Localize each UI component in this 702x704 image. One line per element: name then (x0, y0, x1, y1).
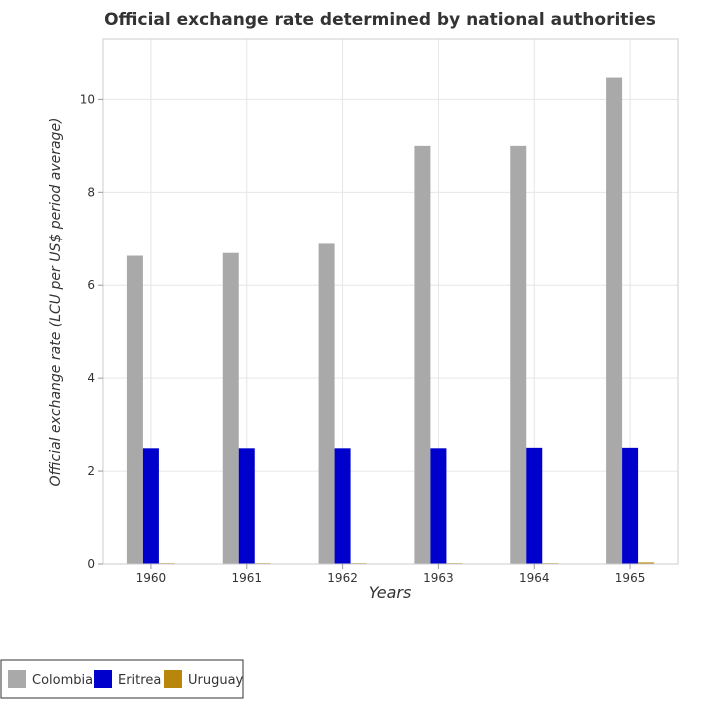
y-tick-label: 8 (87, 185, 95, 199)
bar-eritrea-1964 (526, 447, 543, 564)
legend: Colombia Eritrea Uruguay (0, 659, 244, 699)
x-tick-label: 1965 (615, 571, 646, 585)
bar-colombia-1964 (510, 145, 527, 565)
bar-eritrea-1963 (430, 448, 447, 564)
y-tick-label: 2 (87, 464, 95, 478)
x-tick-label: 1963 (423, 571, 454, 585)
x-tick-label: 1964 (519, 571, 550, 585)
x-tick-label: 1962 (327, 571, 358, 585)
bar-colombia-1960 (126, 255, 143, 564)
chart-title: Official exchange rate determined by nat… (104, 10, 656, 30)
legend-label-uruguay: Uruguay (188, 673, 244, 688)
x-axis-label: Years (369, 583, 412, 602)
y-tick-label: 6 (87, 278, 95, 292)
bars-layer (126, 77, 655, 565)
legend-swatch-uruguay (164, 670, 182, 688)
legend-label-colombia: Colombia (32, 673, 93, 688)
y-tick-label: 0 (87, 557, 95, 571)
bar-eritrea-1962 (334, 448, 351, 564)
x-tick-label: 1960 (136, 571, 167, 585)
y-tick-label: 10 (80, 92, 95, 106)
bar-colombia-1965 (606, 77, 623, 564)
bar-eritrea-1960 (142, 448, 159, 564)
bar-colombia-1962 (318, 243, 335, 564)
y-axis-label: Official exchange rate (LCU per US$ peri… (48, 117, 64, 486)
legend-label-eritrea: Eritrea (118, 673, 161, 688)
bar-eritrea-1961 (238, 448, 255, 564)
bar-colombia-1963 (414, 145, 431, 565)
bar-uruguay-1965 (638, 562, 655, 564)
x-tick-label: 1961 (231, 571, 262, 585)
plot-frame (102, 38, 679, 565)
y-tick-label: 4 (87, 371, 95, 385)
legend-frame (0, 659, 244, 699)
axis-layer: 0 2 4 6 8 10 1960 1961 1962 1963 1964 1965 (80, 92, 646, 585)
bar-eritrea-1965 (622, 447, 639, 564)
bar-colombia-1961 (222, 252, 239, 565)
legend-swatch-eritrea (94, 670, 112, 688)
legend-swatch-colombia (8, 670, 26, 688)
